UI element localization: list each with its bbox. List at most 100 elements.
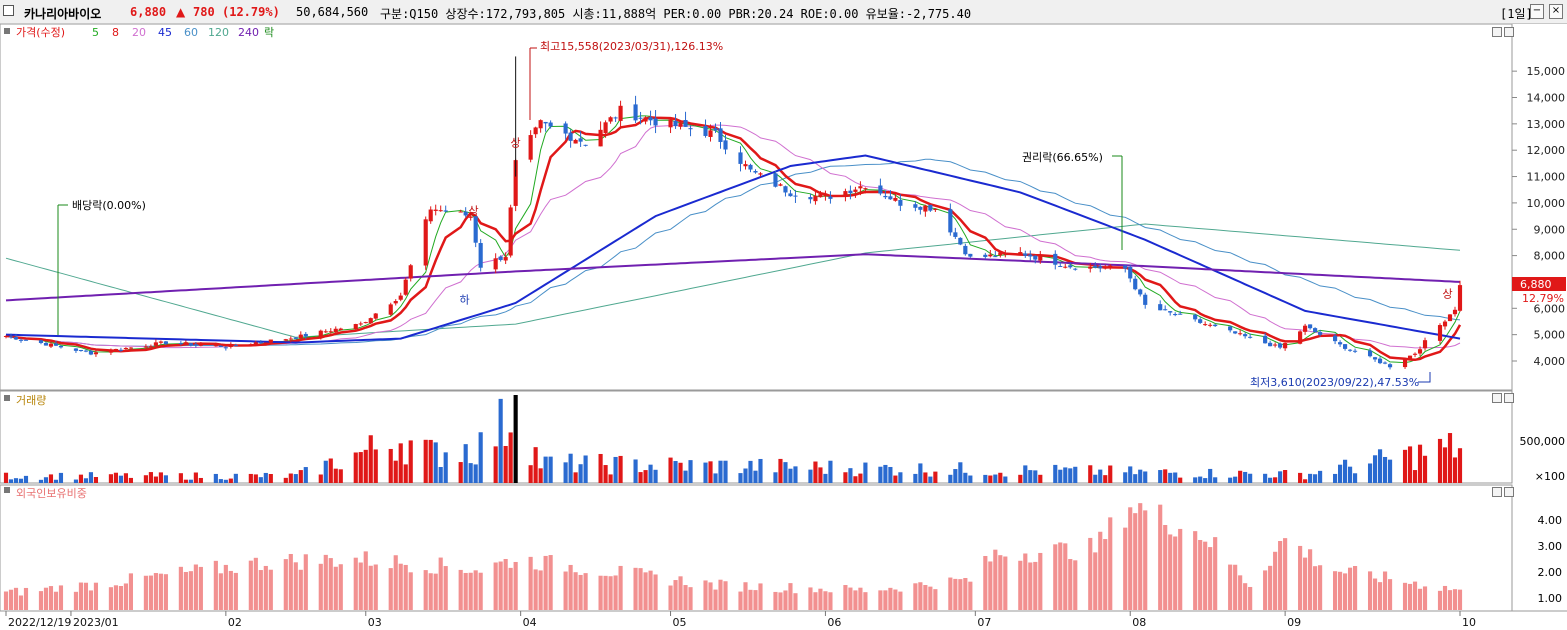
candle-body: [1143, 294, 1148, 305]
foreign-ratio-bar: [1123, 527, 1128, 610]
volume-panel-max-button[interactable]: [1492, 393, 1502, 403]
foreign-ratio-bar: [118, 586, 123, 610]
candle-body: [618, 105, 623, 121]
volume-bar: [853, 476, 858, 483]
foreign-ratio-bar: [268, 569, 273, 610]
current-price-tag-text: 6,880: [1520, 278, 1552, 291]
candle-body: [18, 339, 24, 341]
candle-body: [1198, 319, 1203, 323]
volume-bar: [193, 472, 198, 483]
panel-handle-icon[interactable]: [4, 487, 10, 493]
candle-body: [58, 345, 64, 348]
candle-body: [388, 304, 393, 315]
candle-body: [888, 196, 893, 200]
volume-bar: [1412, 470, 1418, 483]
candle-body: [183, 342, 188, 344]
volume-bar: [893, 475, 898, 483]
candle-body: [443, 210, 448, 212]
volume-bar: [38, 479, 44, 483]
candle-body: [298, 334, 303, 339]
close-button[interactable]: ×: [1549, 4, 1563, 19]
volume-bar: [1238, 470, 1243, 483]
minimize-button[interactable]: −: [1530, 4, 1544, 19]
foreign-ratio-bar: [793, 593, 798, 610]
foreign-ratio-bar: [78, 582, 84, 610]
foreign-ratio-bar: [578, 574, 583, 610]
foreign-ratio-bar: [333, 566, 338, 610]
foreign-ratio-bar: [718, 579, 723, 610]
foreign-ratio-bar: [428, 573, 433, 610]
foreign-ratio-bar: [1058, 542, 1063, 610]
volume-panel-close-button[interactable]: [1504, 393, 1514, 403]
volume-bar: [83, 478, 89, 483]
volume-bar: [858, 473, 863, 483]
volume-bar: [3, 472, 9, 483]
title-bar: 카나리아바이오 6,880 ▲ 780 (12.79%) 50,684,560 …: [0, 0, 1567, 24]
volume-bar: [1088, 465, 1093, 483]
date-tick-label: 2022/12/19: [8, 616, 71, 629]
chart-area[interactable]: 4,0005,0006,0007,0008,0009,00010,00011,0…: [0, 24, 1567, 630]
foreign-ratio-bar: [248, 560, 253, 610]
volume-bar: [898, 472, 903, 483]
foreign-ratio-bar: [1003, 556, 1008, 610]
candle-body: [1347, 349, 1353, 351]
price-tick-label: 13,000: [1527, 118, 1566, 131]
volume-bar: [1128, 466, 1133, 483]
foreign-ratio-bar: [993, 549, 998, 610]
volume-bar: [373, 449, 378, 483]
legend-ma120: 120: [208, 26, 229, 39]
candle-body: [283, 339, 288, 341]
period-label[interactable]: [1일]: [1500, 7, 1533, 21]
foreign-ratio-bar: [398, 563, 403, 610]
foreign-ratio-bar: [358, 562, 363, 610]
candle-body: [1193, 314, 1198, 320]
foreign-ratio-bar: [1263, 570, 1268, 610]
price-tick-label: 14,000: [1527, 92, 1566, 105]
foreign-panel-close-button[interactable]: [1504, 487, 1514, 497]
foreign-ratio-bar: [373, 564, 378, 610]
volume-bar: [248, 473, 253, 483]
volume-bar: [493, 446, 498, 483]
volume-bar: [283, 477, 288, 483]
foreign-ratio-bar: [1387, 579, 1393, 610]
volume-bar: [793, 466, 798, 483]
candle-body: [1038, 255, 1043, 261]
foreign-ratio-bar: [43, 587, 49, 610]
foreign-ratio-bar: [3, 591, 9, 610]
candle-body: [368, 318, 373, 324]
volume-bar: [778, 458, 783, 483]
volume-bar: [703, 462, 708, 483]
volume-bar: [1103, 475, 1108, 483]
candle-body: [1422, 340, 1428, 349]
candle-body: [773, 173, 778, 187]
price-panel-close-button[interactable]: [1504, 27, 1514, 37]
volume-bar: [1003, 476, 1008, 483]
candle-body: [338, 328, 343, 331]
foreign-ratio-bar: [218, 573, 223, 610]
volume-bar: [323, 460, 328, 483]
date-tick-label: 2023/01: [73, 616, 119, 629]
checkbox[interactable]: [3, 5, 14, 16]
panel-handle-icon[interactable]: [4, 28, 10, 34]
panel-handle-icon[interactable]: [4, 395, 10, 401]
foreign-ratio-bar: [1343, 573, 1348, 610]
foreign-ratio-bar: [1347, 567, 1353, 610]
candle-body: [198, 344, 203, 346]
candle-body: [213, 345, 218, 347]
volume-bar: [843, 472, 848, 483]
volume-bar: [683, 470, 688, 483]
volume-bar: [178, 473, 183, 483]
candle-body: [1063, 266, 1068, 268]
foreign-panel-max-button[interactable]: [1492, 487, 1502, 497]
stock-info: 구분:Q150 상장수:172,793,805 시총:11,888억 PER:0…: [380, 7, 972, 21]
change-percent: (12.79%): [222, 5, 280, 19]
price-panel-max-button[interactable]: [1492, 27, 1502, 37]
foreign-ratio-bar: [643, 572, 648, 610]
foreign-ratio-bar: [918, 582, 923, 610]
candle-body: [968, 253, 973, 257]
candle-body: [423, 219, 428, 266]
candle-body: [1073, 268, 1078, 270]
volume-bar: [1447, 433, 1453, 483]
candle-body: [1238, 333, 1243, 335]
annotation-leaders: [57, 47, 1431, 383]
